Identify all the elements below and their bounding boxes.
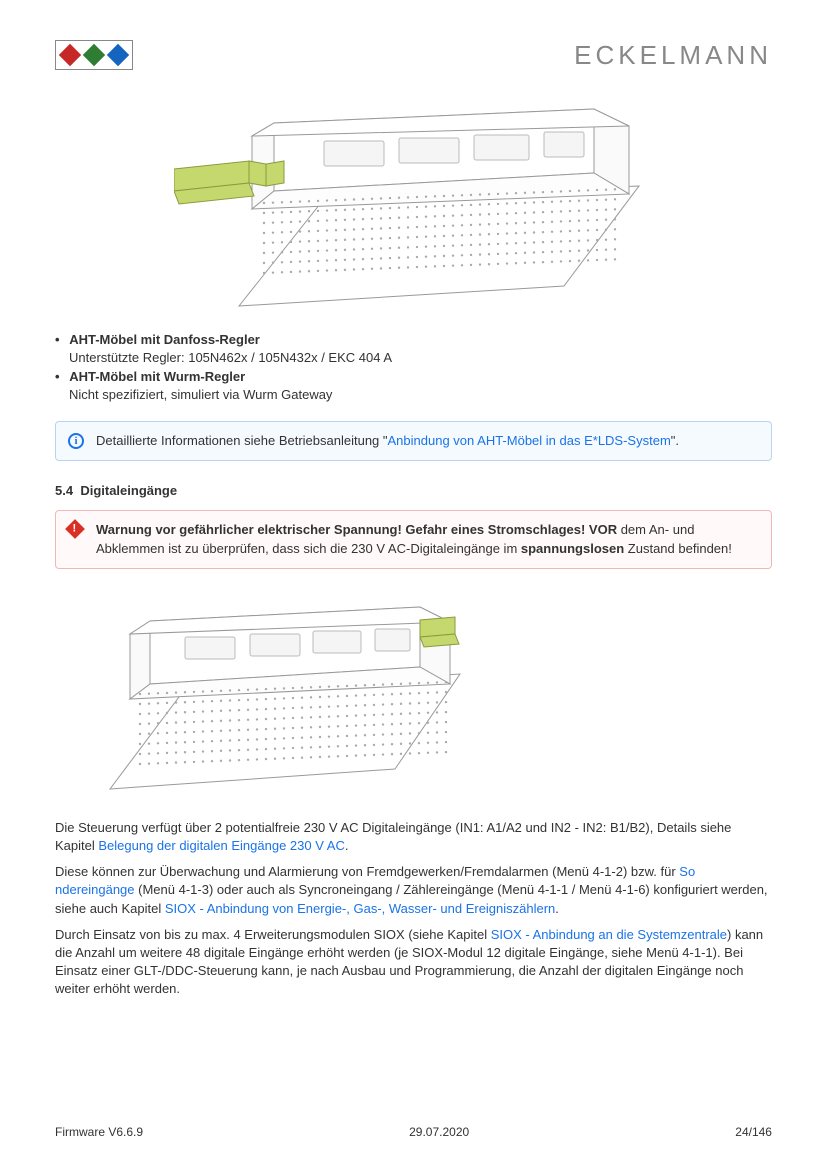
info-text-suffix: ". xyxy=(671,433,679,448)
logo-sq xyxy=(83,44,105,66)
footer-center: 29.07.2020 xyxy=(409,1125,469,1139)
inline-link[interactable]: SIOX - Anbindung an die Systemzentrale xyxy=(491,927,727,942)
brand-name: ECKELMANN xyxy=(574,40,772,71)
paragraph: Durch Einsatz von bis zu max. 4 Erweiter… xyxy=(55,926,772,999)
bullet-list: AHT-Möbel mit Danfoss-Regler Unterstützt… xyxy=(55,331,772,403)
footer-right: 24/146 xyxy=(735,1125,772,1139)
bullet-sub: Unterstützte Regler: 105N462x / 105N432x… xyxy=(69,350,392,365)
device-illustration-bottom xyxy=(85,589,465,809)
page-header: ECKELMANN xyxy=(55,40,772,71)
inline-link[interactable]: Belegung der digitalen Eingänge 230 V AC xyxy=(98,838,344,853)
info-link[interactable]: Anbindung von AHT-Möbel in das E*LDS-Sys… xyxy=(388,433,671,448)
info-box: i Detaillierte Informationen siehe Betri… xyxy=(55,421,772,461)
info-icon: i xyxy=(68,433,84,449)
warn-bold: Warnung vor gefährlicher elektrischer Sp… xyxy=(96,522,617,537)
text: . xyxy=(555,901,559,916)
warn-bold: spannungslosen xyxy=(521,541,624,556)
page-footer: Firmware V6.6.9 29.07.2020 24/146 xyxy=(55,1125,772,1139)
text: . xyxy=(345,838,349,853)
bullet-title: AHT-Möbel mit Wurm-Regler xyxy=(69,369,245,384)
warning-box: Warnung vor gefährlicher elektrischer Sp… xyxy=(55,510,772,568)
logo-sq xyxy=(59,44,81,66)
section-num: 5.4 xyxy=(55,483,73,498)
logo-sq xyxy=(107,44,129,66)
text: Durch Einsatz von bis zu max. 4 Erweiter… xyxy=(55,927,491,942)
bullet-title: AHT-Möbel mit Danfoss-Regler xyxy=(69,332,260,347)
device-illustration-top xyxy=(174,91,654,321)
inline-link[interactable]: SIOX - Anbindung von Energie-, Gas-, Was… xyxy=(165,901,555,916)
footer-left: Firmware V6.6.9 xyxy=(55,1125,143,1139)
warning-icon xyxy=(68,522,84,538)
section-heading: 5.4 Digitaleingänge xyxy=(55,483,772,498)
list-item: AHT-Möbel mit Wurm-Regler Nicht spezifiz… xyxy=(69,368,772,403)
list-item: AHT-Möbel mit Danfoss-Regler Unterstützt… xyxy=(69,331,772,366)
info-text-prefix: Detaillierte Informationen siehe Betrieb… xyxy=(96,433,388,448)
warn-text: Zustand befinden! xyxy=(624,541,732,556)
paragraph: Diese können zur Überwachung und Alarmie… xyxy=(55,863,772,918)
paragraph: Die Steuerung verfügt über 2 potentialfr… xyxy=(55,819,772,855)
bullet-sub: Nicht spezifiziert, simuliert via Wurm G… xyxy=(69,387,332,402)
logo-icon xyxy=(55,40,133,70)
section-title: Digitaleingänge xyxy=(80,483,177,498)
text: Diese können zur Überwachung und Alarmie… xyxy=(55,864,679,879)
